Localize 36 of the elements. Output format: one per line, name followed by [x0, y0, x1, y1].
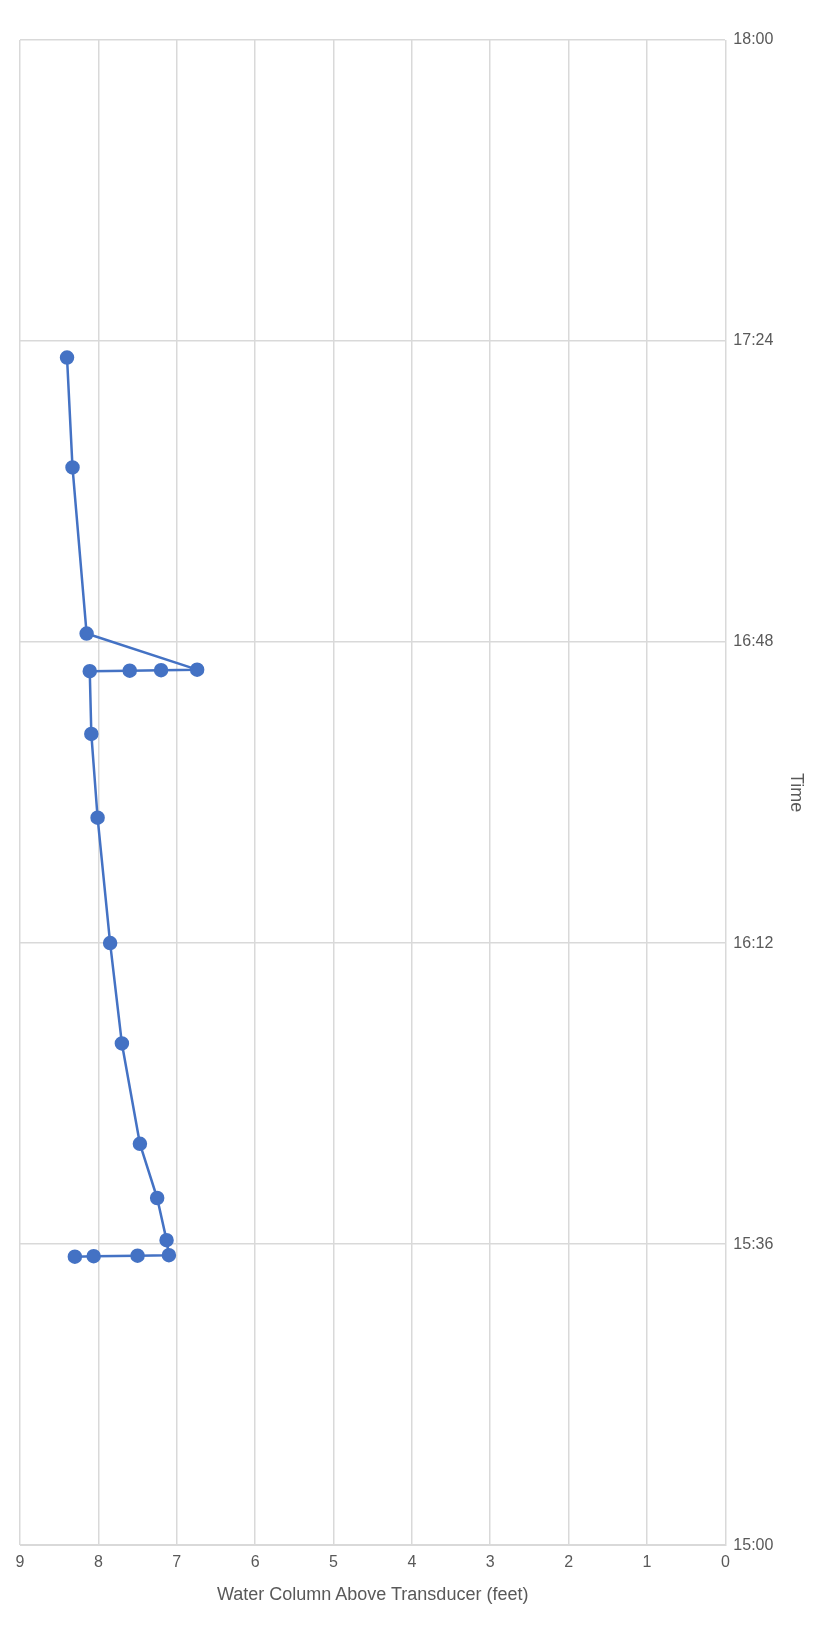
y-tick-label: 16:12	[733, 933, 774, 951]
point	[102, 935, 118, 951]
point	[189, 662, 205, 677]
x-tick-label: 4	[407, 1553, 417, 1571]
x-tick-label: 6	[250, 1553, 260, 1571]
point	[79, 626, 94, 641]
point	[84, 726, 99, 742]
point	[65, 460, 80, 475]
x-tick-label: 2	[564, 1553, 574, 1571]
x-axis-title: Water Column Above Transducer (feet)	[216, 1584, 529, 1605]
x-tick-label: 9	[15, 1553, 25, 1571]
x-tick-label: 7	[172, 1553, 182, 1571]
y-tick-label: 15:00	[733, 1535, 774, 1553]
point	[149, 1190, 165, 1206]
x-tick-label: 0	[720, 1553, 730, 1571]
y-tick-label: 18:00	[733, 30, 774, 48]
point	[86, 1248, 101, 1264]
point	[59, 350, 75, 365]
y-tick-label: 17:24	[733, 331, 774, 349]
x-tick-label: 3	[485, 1553, 495, 1571]
x-tick-label: 1	[642, 1553, 652, 1571]
y-tick-label: 15:36	[733, 1234, 774, 1252]
point	[153, 662, 169, 678]
x-tick-label: 5	[329, 1553, 339, 1571]
x-tick-label: 8	[93, 1553, 103, 1571]
point	[132, 1136, 148, 1152]
point	[122, 663, 137, 678]
point	[130, 1248, 145, 1263]
y-axis-title: Time	[787, 772, 808, 813]
point	[161, 1247, 177, 1263]
point	[67, 1249, 83, 1264]
point	[159, 1232, 174, 1248]
point	[90, 810, 105, 825]
point	[114, 1036, 130, 1051]
point	[82, 663, 97, 679]
y-tick-label: 16:48	[733, 632, 774, 650]
